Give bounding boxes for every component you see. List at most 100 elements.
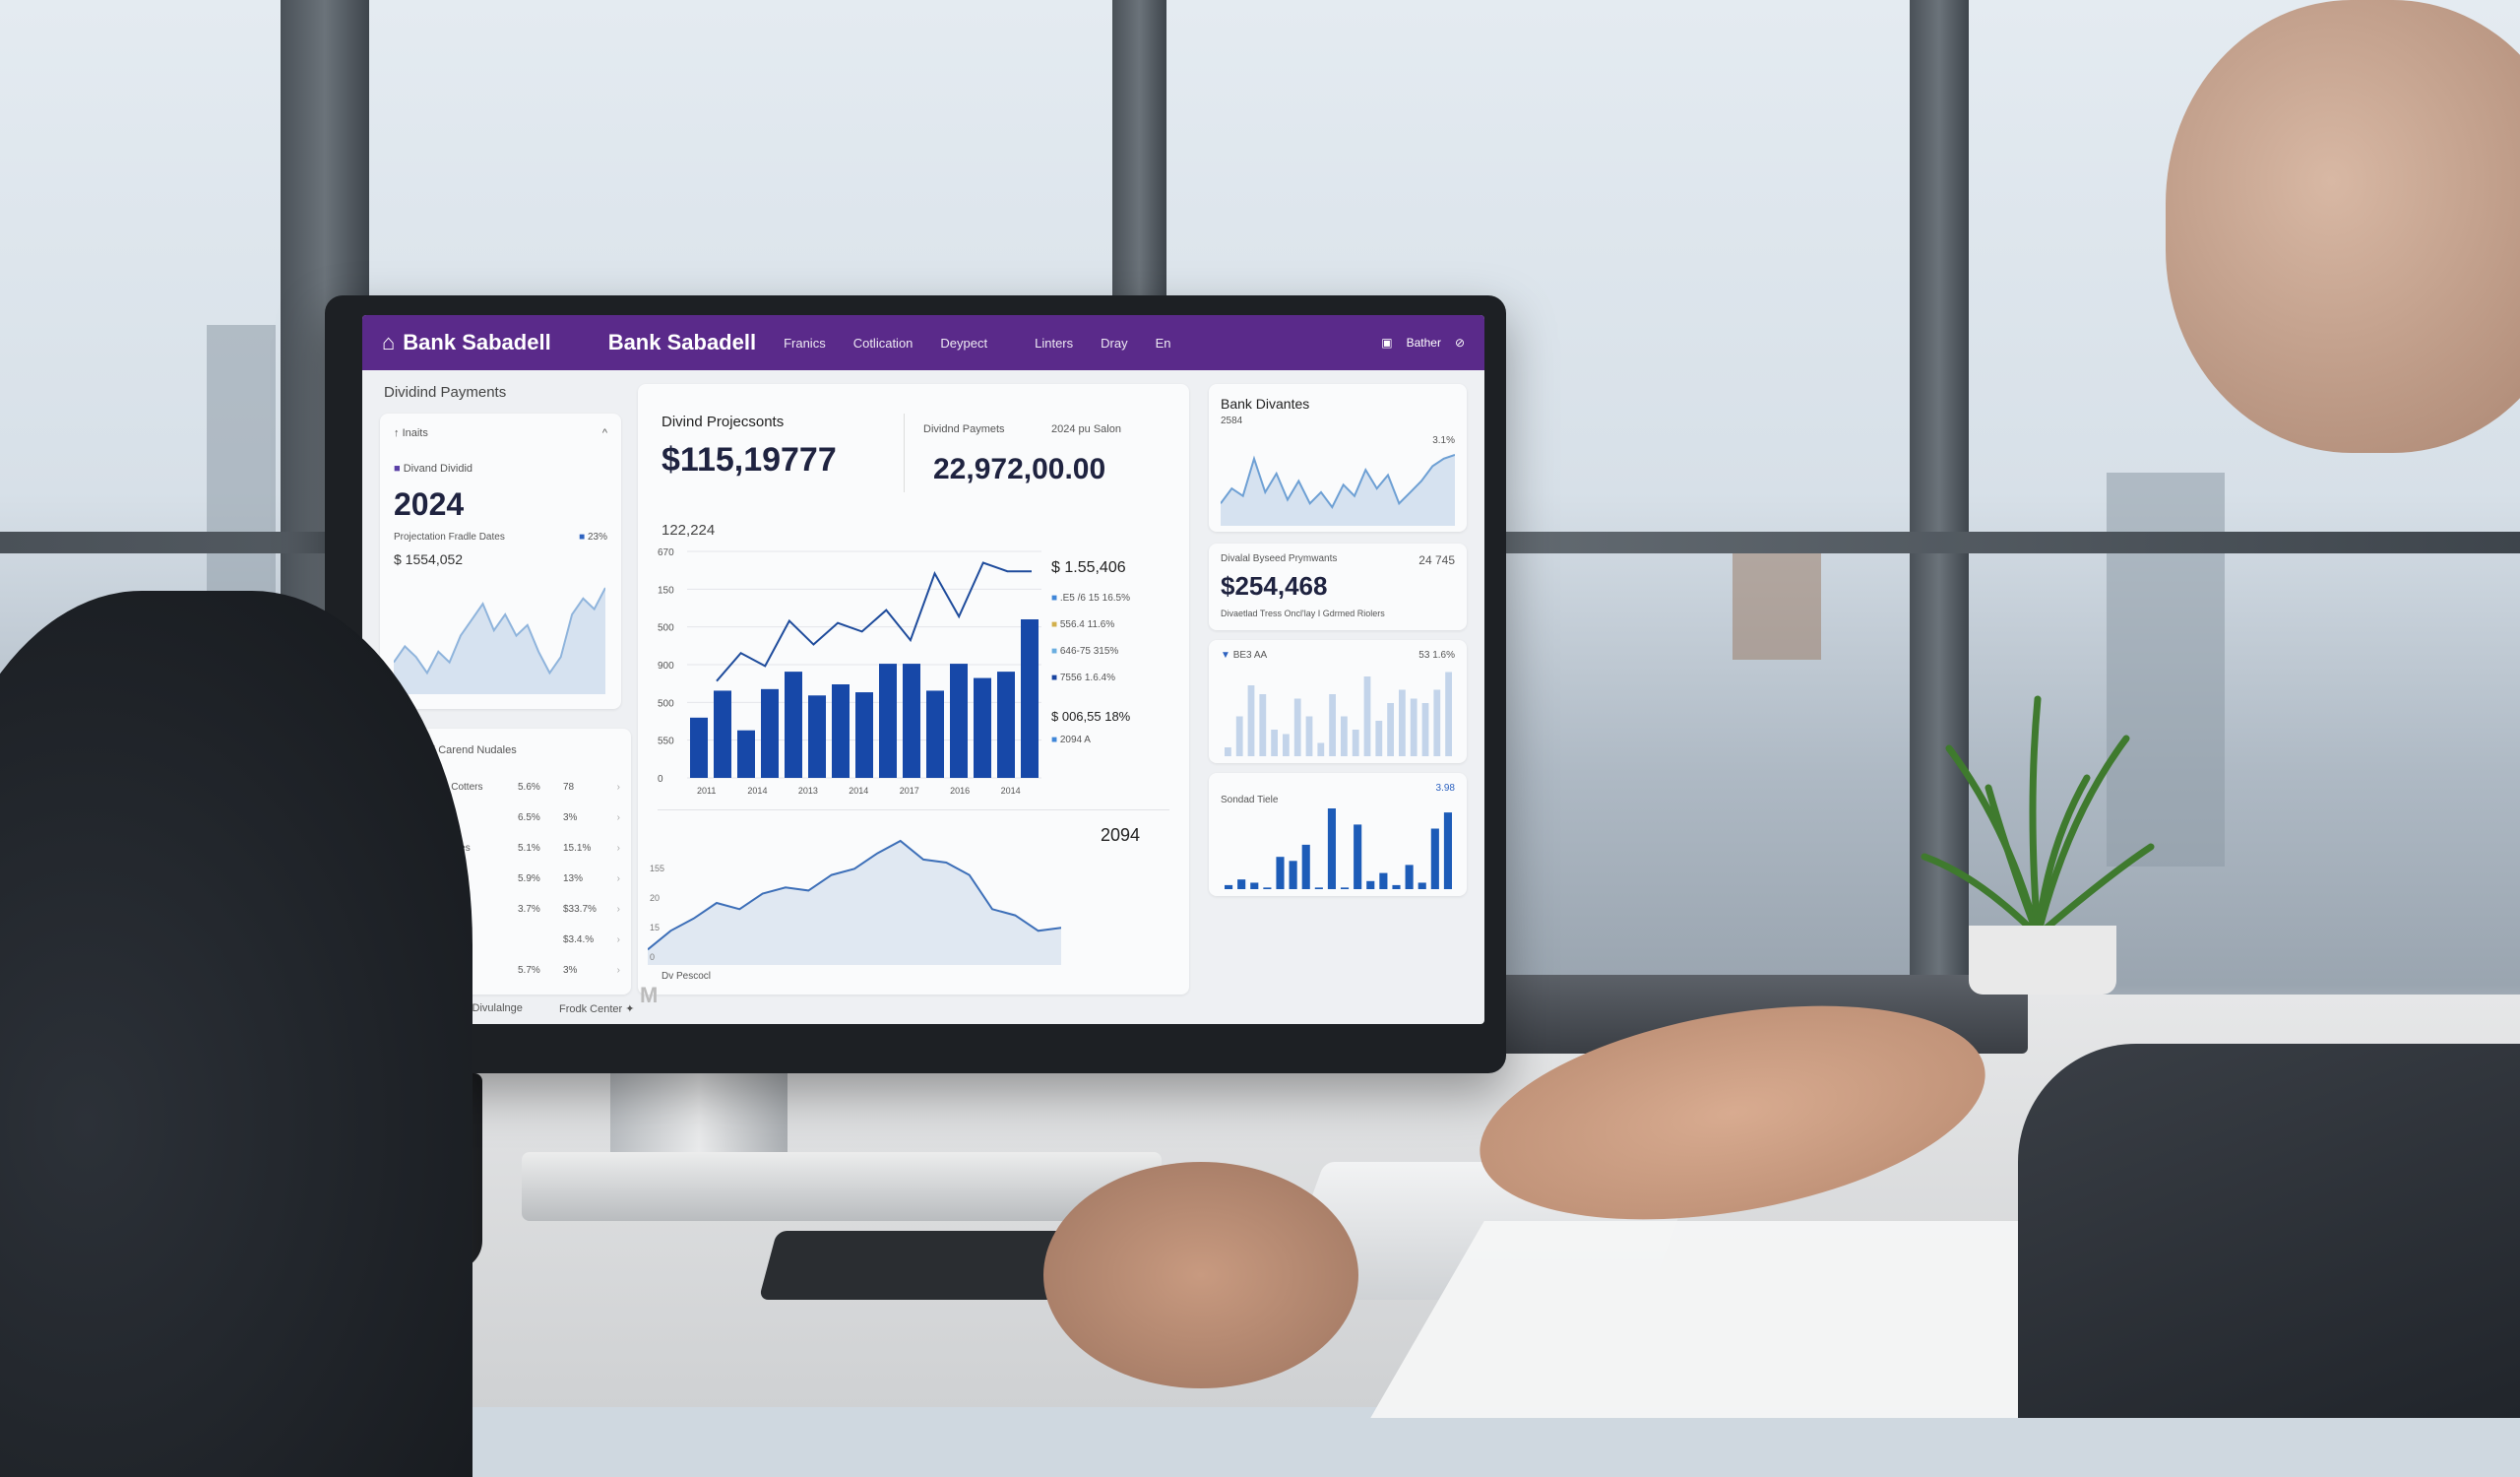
bar (879, 664, 897, 778)
row-pct: 5.9% (518, 873, 540, 884)
nav-item[interactable]: Cotlication (852, 335, 914, 351)
bar (1430, 828, 1439, 889)
x-tick-label: 2011 (697, 786, 716, 796)
bar (1392, 884, 1401, 889)
divider (904, 414, 905, 492)
bar (926, 690, 944, 778)
calculator (758, 1231, 1093, 1300)
row-value: 3% (563, 965, 578, 976)
row-pct: 3.7% (518, 904, 540, 915)
x-tick-label: 2017 (900, 786, 919, 796)
bank-logo[interactable]: ⌂ Bank Sabadell (382, 330, 551, 355)
projections-panel: Divind Projecsonts $115,19777 Dividnd Pa… (638, 384, 1189, 995)
settings-icon[interactable]: ⊘ (1454, 336, 1465, 350)
bar (1314, 887, 1323, 889)
legend-item: ■ Divand Dividid (394, 463, 473, 475)
amount: $ 1554,052 (394, 551, 464, 567)
bar (761, 688, 779, 778)
area-fill (648, 841, 1061, 965)
sparkline-chart (394, 587, 605, 694)
bar (1235, 716, 1243, 756)
bar (1379, 872, 1388, 889)
bar (1410, 698, 1418, 756)
projection-value: $115,19777 (662, 441, 837, 479)
bar (1405, 865, 1414, 889)
payments-label: Dividnd Paymets (923, 423, 1005, 435)
nav-item[interactable]: Deypect (940, 335, 988, 351)
bar (1387, 703, 1394, 756)
bar (1421, 703, 1429, 756)
bars-label: ▼ BE3 AA (1221, 650, 1268, 661)
series-line (648, 839, 1061, 951)
bar-card: ▼ BE3 AA 53 1.6% (1209, 640, 1467, 763)
bar (997, 672, 1015, 778)
chevron-up-icon[interactable]: ^ (601, 427, 607, 439)
payments-card: Divalal Byseed Prymwants 24 745 $254,468… (1209, 544, 1467, 630)
y-tick-label: 900 (658, 661, 674, 672)
bar (808, 695, 826, 778)
bar (1263, 887, 1272, 889)
calendar-icon[interactable]: ▣ (1381, 336, 1393, 350)
x-tick-label: 2014 (1001, 786, 1021, 796)
legend-note: ■ 2094 A (1051, 735, 1091, 745)
y-tick-label: 150 (658, 585, 674, 596)
y-tick-label: 550 (658, 737, 674, 747)
bar-chart (1225, 672, 1452, 756)
bar (1283, 734, 1290, 756)
bar (1250, 882, 1259, 889)
bars-label-text: BE3 AA (1232, 650, 1268, 661)
x-tick-label: 2014 (747, 786, 767, 796)
bar (1247, 685, 1255, 756)
y-tick-label: 500 (658, 623, 674, 634)
arrow-up-icon: ↑ (394, 427, 403, 439)
legend-item: ■ 7556 1.6.4% (1051, 673, 1179, 683)
row-value: 3% (563, 812, 578, 823)
row-pct: 6.5% (518, 812, 540, 823)
legend-item: ■ 556.4 11.6% (1051, 619, 1179, 630)
area-fill (1221, 455, 1455, 526)
bar (714, 690, 731, 778)
y-tick-label: 500 (658, 698, 674, 709)
nav-item[interactable]: Linters (1035, 335, 1074, 351)
chevron-right-icon: › (616, 843, 620, 854)
payments-sub: 2024 pu Salon (1051, 423, 1121, 435)
legend-label: 7556 1.6.4% (1059, 673, 1115, 683)
bar (1354, 824, 1362, 889)
dividend-summary-card: ↑ Inaits ^ ■ Divand Dividid 2024 Project… (380, 414, 621, 709)
card-value: $254,468 (1221, 571, 1328, 601)
footer-link[interactable]: Frodk Center ✦ (559, 1003, 635, 1015)
chevron-right-icon: › (616, 965, 620, 976)
chevron-right-icon: › (616, 934, 620, 945)
chevron-right-icon: › (616, 873, 620, 884)
footer-link-label: Frodk Center (559, 1003, 623, 1015)
row-value: 13% (563, 873, 584, 884)
collapse-toggle[interactable]: ↑ Inaits (394, 427, 428, 439)
bar (1301, 844, 1310, 889)
nav-item[interactable]: En (1155, 335, 1171, 351)
y-tick-label: 20 (650, 893, 660, 903)
bar (1363, 676, 1371, 756)
nav-item[interactable]: Dray (1101, 335, 1128, 351)
x-tick-label: 2014 (849, 786, 868, 796)
note-label: 2094 A (1059, 735, 1091, 745)
panel-title: Divind Projecsonts (662, 414, 785, 430)
bar-card: Sondad Tiele 3.98 (1209, 773, 1467, 896)
peak-value: 3.1% (1432, 435, 1455, 446)
dashboard-screen: ⌂ Bank Sabadell Bank Sabadell Franics Cot… (362, 315, 1484, 1024)
chevron-right-icon: › (616, 782, 620, 793)
nav-item[interactable]: Franics (784, 335, 826, 351)
bar (1305, 716, 1313, 756)
user-name[interactable]: Bather (1406, 336, 1441, 350)
person-shoulder (0, 591, 472, 1477)
legend-label: Divand Dividid (403, 463, 473, 475)
row-pct: 5.7% (518, 965, 540, 976)
year-value: 2024 (394, 486, 465, 522)
bar (1366, 880, 1375, 889)
divider (658, 809, 1169, 810)
card-label: Divalal Byseed Prymwants (1221, 553, 1338, 564)
bar (1237, 879, 1246, 889)
chevron-right-icon: › (616, 812, 620, 823)
left-hand (1043, 1162, 1358, 1388)
person-arm (2018, 1044, 2520, 1418)
bank-building-icon: ⌂ (382, 330, 396, 354)
